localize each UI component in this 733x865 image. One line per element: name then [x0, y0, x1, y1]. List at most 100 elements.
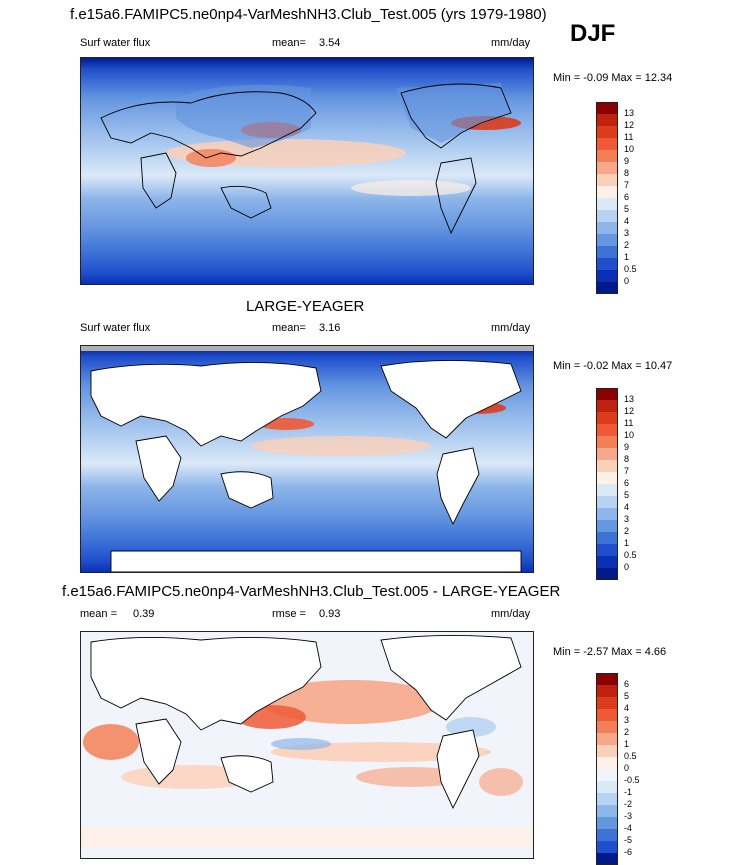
- panel1-mean-value: 3.54: [319, 37, 341, 49]
- panel2-cbar-label: 3: [624, 514, 630, 524]
- panel1-colorbar-swatch: [596, 162, 618, 174]
- panel3-cbar-label: -5: [624, 835, 633, 845]
- panel3-colorbar-swatch: [596, 757, 618, 769]
- panel1-colorbar-swatch: [596, 246, 618, 258]
- panel2-cbar-label: 8: [624, 454, 630, 464]
- panel1-colorbar-swatch: [596, 270, 618, 282]
- panel2-mean-value: 3.16: [319, 322, 341, 334]
- panel2-map: [80, 345, 534, 573]
- panel3-colorbar-swatch: [596, 817, 618, 829]
- panel1-cbar-label: 2: [624, 240, 630, 250]
- panel3-cbar-label: 6: [624, 679, 630, 689]
- panel3-colorbar-swatch: [596, 745, 618, 757]
- panel1-map: [80, 57, 534, 285]
- panel1-colorbar-swatch: [596, 282, 618, 294]
- panel2-cbar-label: 7: [624, 466, 630, 476]
- panel2-minmax: Min = -0.02 Max = 10.47: [553, 360, 673, 372]
- panel2-itcz-band: [251, 436, 431, 456]
- panel2-variable: Surf water flux: [80, 322, 151, 334]
- panel1-colorbar-swatch: [596, 222, 618, 234]
- panel1-colorbar-swatch: [596, 102, 618, 114]
- panel2-cbar-label: 13: [624, 394, 635, 404]
- panel1-indian-warm: [186, 149, 236, 167]
- panel3-colorbar-swatch: [596, 793, 618, 805]
- panel1-cbar-label: 0: [624, 276, 630, 286]
- panel2-cbar-label: 11: [624, 418, 634, 428]
- panel2-cbar-label: 12: [624, 406, 635, 416]
- panel2-colorbar-swatch: [596, 400, 618, 412]
- panel2-cbar-label: 5: [624, 490, 630, 500]
- panel1-cbar-label: 10: [624, 144, 635, 154]
- panel2-cbar-label: 0.5: [624, 550, 637, 560]
- panel2-colorbar-swatch: [596, 412, 618, 424]
- panel3-cbar-label: 4: [624, 703, 630, 713]
- panel1-colorbar-swatch: [596, 198, 618, 210]
- panel3-colorbar-swatch: [596, 673, 618, 685]
- panel3-rmse-label: rmse =: [272, 608, 306, 620]
- panel2-title: LARGE-YEAGER: [246, 298, 365, 315]
- panel3-colorbar-swatch: [596, 829, 618, 841]
- panel1-colorbar-swatch: [596, 210, 618, 222]
- panel2-colorbar-swatch: [596, 436, 618, 448]
- panel2-colorbar-swatch: [596, 472, 618, 484]
- panel3-mean-value: 0.39: [133, 608, 155, 620]
- panel1-variable: Surf water flux: [80, 37, 151, 49]
- panel3-cbar-label: 5: [624, 691, 630, 701]
- panel3-colorbar-swatch: [596, 709, 618, 721]
- panel2-cbar-label: 1: [624, 538, 630, 548]
- panel1-cbar-label: 3: [624, 228, 630, 238]
- panel3-colorbar-swatch: [596, 853, 618, 865]
- panel1-cbar-label: 12: [624, 120, 635, 130]
- panel1-cbar-label: 6: [624, 192, 630, 202]
- panel2-polar-cap: [81, 346, 533, 351]
- panel2-units: mm/day: [491, 322, 531, 334]
- panel2-colorbar-swatch: [596, 520, 618, 532]
- panel3-colorbar-swatch: [596, 697, 618, 709]
- panel2-colorbar-swatch: [596, 556, 618, 568]
- panel1-colorbar-swatch: [596, 114, 618, 126]
- season-label: DJF: [570, 20, 616, 47]
- panel3-units: mm/day: [491, 608, 531, 620]
- panel2-colorbar-swatch: [596, 568, 618, 580]
- panel1-colorbar-swatch: [596, 174, 618, 186]
- panel1-colorbar-swatch: [596, 186, 618, 198]
- panel3-land-mask: [90, 634, 522, 810]
- panel2-colorbar-swatch: [596, 532, 618, 544]
- panel2-colorbar-swatch: [596, 424, 618, 436]
- panel1-cbar-label: 7: [624, 180, 630, 190]
- panel3-cbar-label: 0: [624, 763, 630, 773]
- panel2-cbar-label: 4: [624, 502, 630, 512]
- panel3-anomaly-patches: [81, 680, 533, 847]
- panel2-land-mask: [90, 360, 522, 572]
- panel1-colorbar-swatch: [596, 150, 618, 162]
- panel3-colorbar-swatch: [596, 769, 618, 781]
- panel3-cbar-label: 0.5: [624, 751, 637, 761]
- panel2-colorbar-swatch: [596, 508, 618, 520]
- panel3-rmse-value: 0.93: [319, 608, 341, 620]
- panel3-cbar-label: -1: [624, 787, 633, 797]
- panel2-cbar-label: 0: [624, 562, 630, 572]
- panel1-cbar-label: 4: [624, 216, 630, 226]
- panel1-cbar-label: 9: [624, 156, 630, 166]
- panel3-colorbar-swatch: [596, 733, 618, 745]
- panel1-cbar-label: 0.5: [624, 264, 637, 274]
- panel1-colorbar-swatch: [596, 126, 618, 138]
- panel2-colorbar: [596, 388, 618, 580]
- panel1-colorbar: [596, 102, 618, 294]
- panel3-cbar-label: -2: [624, 799, 633, 809]
- panel2-cbar-label: 10: [624, 430, 635, 440]
- panel2-colorbar-swatch: [596, 544, 618, 556]
- panel1-cbar-label: 1: [624, 252, 630, 262]
- panel2-cbar-label: 2: [624, 526, 630, 536]
- panel1-colorbar-swatch: [596, 234, 618, 246]
- panel1-mean-label: mean=: [272, 37, 306, 49]
- panel1-land-shading: [176, 83, 511, 148]
- panel3-colorbar: [596, 673, 618, 865]
- panel2-colorbar-swatch: [596, 388, 618, 400]
- panel3-mean-label: mean =: [80, 608, 117, 620]
- panel3-map: [80, 631, 534, 859]
- panel2-colorbar-swatch: [596, 484, 618, 496]
- panel3-cbar-label: -0.5: [624, 775, 640, 785]
- panel1-cbar-label: 11: [624, 132, 634, 142]
- panel1-colorbar-swatch: [596, 258, 618, 270]
